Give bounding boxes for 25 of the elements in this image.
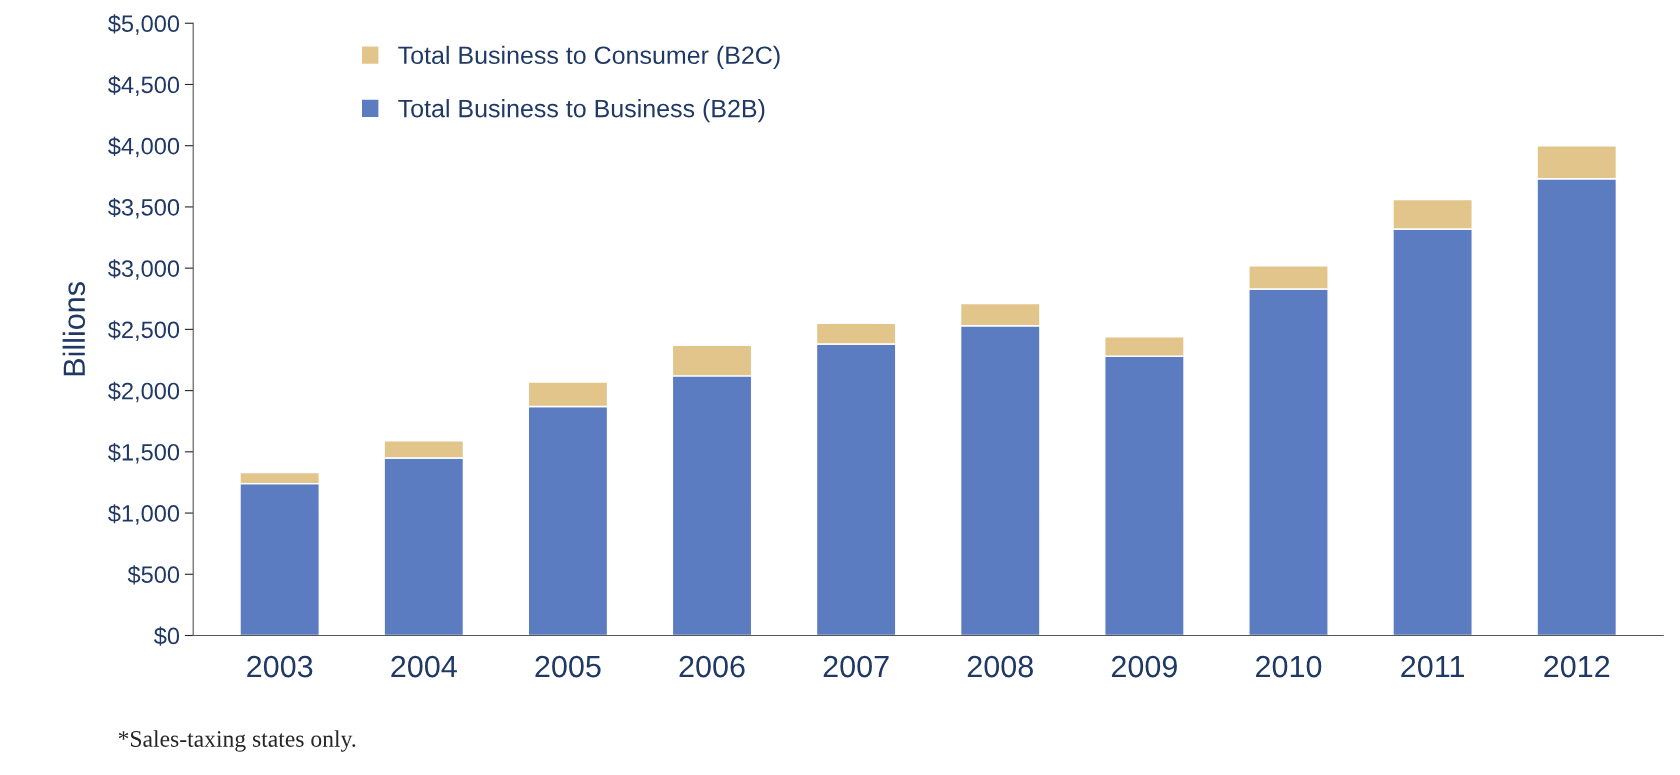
- y-tick-label: $0: [154, 626, 180, 646]
- y-tick-label: $5,000: [108, 14, 180, 35]
- x-tick-label: 2011: [1401, 655, 1464, 678]
- y-tick-label: $3,000: [108, 259, 180, 280]
- y-axis-title: Billions: [62, 282, 86, 376]
- x-tick-label: 2006: [679, 655, 745, 678]
- x-tick-label: 2010: [1256, 655, 1322, 678]
- x-tick-label: 2008: [967, 655, 1033, 678]
- y-tick-label: $3,500: [108, 198, 180, 219]
- y-tick-label: $4,000: [108, 136, 180, 158]
- x-tick-label: 2005: [535, 655, 601, 678]
- y-tick-label: $2,000: [108, 381, 180, 403]
- legend-label: Total Business to Business (B2B): [398, 99, 765, 123]
- y-tick-label: $1,000: [108, 504, 180, 525]
- y-tick-label: $2,500: [108, 320, 180, 341]
- x-tick-label: 2009: [1111, 655, 1177, 678]
- text: *Sales-taxing states only.: [118, 730, 356, 752]
- legend-label: Total Business to Consumer (B2C): [398, 45, 780, 70]
- x-tick-label: 2004: [391, 655, 457, 678]
- x-tick-label: 2007: [823, 655, 889, 678]
- x-tick-label: 2003: [247, 655, 313, 678]
- y-tick-label: $500: [127, 565, 180, 585]
- y-tick-label: $4,500: [108, 75, 180, 97]
- y-tick-label: $1,500: [108, 442, 180, 464]
- x-tick-label: 2012: [1544, 655, 1610, 678]
